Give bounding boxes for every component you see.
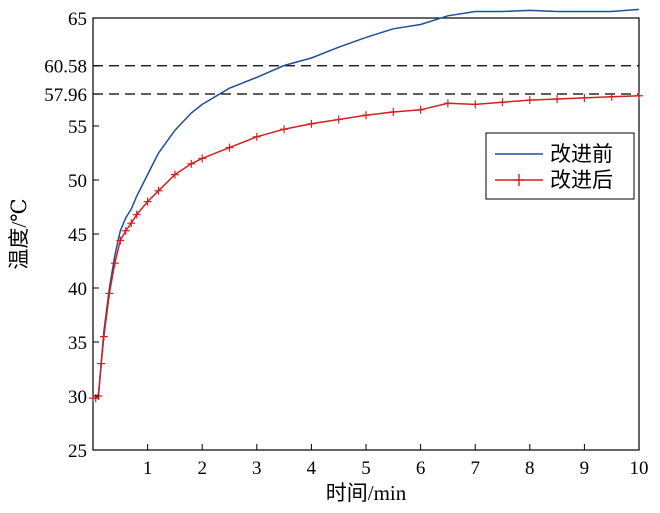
data-point-marker — [307, 119, 316, 128]
series-line-0 — [93, 8, 640, 399]
x-tick-label: 3 — [252, 458, 262, 479]
data-point-marker — [187, 159, 196, 168]
data-point-marker — [132, 210, 141, 219]
x-tick-label: 10 — [630, 458, 649, 479]
data-point-marker — [116, 236, 125, 245]
data-point-marker — [362, 111, 370, 120]
data-point-marker — [170, 170, 179, 179]
plot-area — [92, 17, 640, 451]
y-tick-label: 55 — [68, 117, 87, 138]
x-tick-label: 6 — [416, 458, 426, 479]
y-tick-label: 45 — [68, 225, 87, 246]
data-point-marker — [198, 154, 207, 163]
legend: 改进前 改进后 — [485, 132, 635, 200]
y-tick-label: 25 — [68, 441, 87, 462]
data-point-marker — [389, 107, 398, 116]
y-axis-title: 温度/℃ — [7, 198, 31, 269]
data-point-marker — [143, 197, 152, 206]
data-point-marker — [471, 100, 480, 109]
x-tick-label: 8 — [525, 458, 535, 479]
legend-marker-after — [514, 174, 524, 186]
x-axis-title: 时间/min — [326, 481, 407, 505]
data-point-marker — [280, 125, 289, 134]
legend-label-after: 改进后 — [550, 168, 613, 192]
x-axis-ticks: 1 2 3 4 5 6 7 8 9 10 — [143, 444, 649, 479]
data-point-marker — [225, 143, 234, 152]
data-point-marker — [443, 99, 452, 108]
reference-lines: 60.58 57.96 — [44, 57, 639, 106]
y-tick-label: 30 — [68, 387, 87, 408]
data-point-marker — [121, 226, 130, 235]
data-point-marker — [416, 105, 425, 114]
data-point-marker — [334, 115, 343, 124]
data-point-marker — [99, 332, 108, 341]
legend-box — [485, 132, 635, 200]
x-tick-label: 1 — [143, 458, 153, 479]
series-line-1 — [93, 95, 640, 399]
y-axis-ticks: 25 30 35 40 45 50 55 65 — [68, 9, 99, 462]
legend-label-before: 改进前 — [550, 142, 613, 166]
y-tick-label: 50 — [68, 171, 87, 192]
reference-line-label: 57.96 — [44, 85, 87, 106]
reference-line-label: 60.58 — [44, 57, 87, 78]
y-tick-label: 35 — [68, 333, 87, 354]
y-tick-label: 40 — [68, 279, 87, 300]
data-point-marker — [635, 91, 643, 100]
data-point-marker — [105, 289, 114, 298]
data-point-marker — [97, 359, 106, 368]
x-tick-label: 2 — [197, 458, 207, 479]
data-point-marker — [525, 96, 534, 105]
data-point-marker — [607, 92, 616, 101]
data-point-marker — [154, 186, 163, 195]
data-point-marker — [498, 98, 507, 107]
data-point-marker — [252, 132, 261, 141]
x-tick-label: 9 — [580, 458, 590, 479]
data-point-marker — [110, 259, 119, 268]
data-point-marker — [127, 219, 136, 228]
data-point-marker — [580, 93, 589, 102]
x-tick-label: 7 — [470, 458, 480, 479]
data-point-marker — [553, 95, 562, 103]
y-tick-label: 65 — [68, 9, 87, 30]
x-tick-label: 4 — [307, 458, 317, 479]
series-layer — [89, 8, 643, 403]
x-tick-label: 5 — [361, 458, 371, 479]
